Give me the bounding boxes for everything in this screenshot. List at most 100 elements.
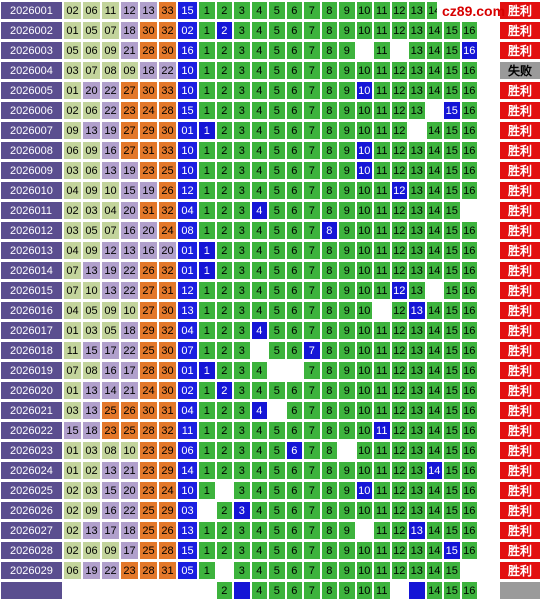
- drawn-number: 28: [139, 361, 158, 380]
- grid-number-cell: 3: [233, 181, 251, 200]
- drawn-number: 19: [139, 181, 158, 200]
- grid-empty-cell: [460, 561, 478, 580]
- grid-number-cell: 6: [285, 201, 303, 220]
- grid-number-cell: 14: [425, 301, 443, 320]
- drawn-number: 20: [120, 201, 139, 220]
- grid-number-cell: 8: [320, 381, 338, 400]
- drawn-number: 16: [101, 141, 120, 160]
- special-number: 10: [177, 481, 198, 500]
- grid-number-cell: 4: [250, 421, 268, 440]
- result-badge: 胜利: [499, 181, 541, 200]
- drawn-number: 09: [120, 61, 139, 80]
- grid-number-cell: 15: [443, 361, 461, 380]
- drawn-number: 16: [139, 241, 158, 260]
- grid-number-cell: 7: [303, 221, 321, 240]
- grid-number-cell: 14: [425, 241, 443, 260]
- grid-number-cell: 2: [215, 61, 233, 80]
- grid-number-cell: 8: [320, 101, 338, 120]
- grid-number-cell: 12: [390, 121, 408, 140]
- drawn-number: 29: [158, 461, 177, 480]
- grid-number-cell: 14: [425, 261, 443, 280]
- grid-hit-cell: 13: [408, 521, 426, 540]
- grid-number-cell: 11: [373, 41, 391, 60]
- grid-number-cell: 3: [233, 261, 251, 280]
- grid-number-cell: 9: [338, 401, 356, 420]
- grid-number-cell: 12: [390, 301, 408, 320]
- grid-number-cell: 14: [425, 441, 443, 460]
- grid-number-cell: 7: [303, 321, 321, 340]
- grid-number-cell: 6: [285, 421, 303, 440]
- grid-number-cell: 12: [390, 261, 408, 280]
- drawn-number: 12: [120, 1, 139, 20]
- grid-number-cell: 13: [408, 441, 426, 460]
- grid-number-cell: 7: [303, 261, 321, 280]
- grid-number-cell: 8: [320, 541, 338, 560]
- grid-number-cell: 13: [408, 201, 426, 220]
- drawn-number: 06: [82, 1, 101, 20]
- period-cell: 2026010: [0, 181, 63, 200]
- grid-number-cell: 12: [390, 561, 408, 580]
- grid-number-cell: 6: [285, 181, 303, 200]
- grid-number-cell: 6: [285, 81, 303, 100]
- grid-number-cell: 9: [338, 221, 356, 240]
- grid-number-cell: 2: [215, 1, 233, 20]
- grid-number-cell: 1: [198, 281, 216, 300]
- grid-number-cell: 14: [425, 361, 443, 380]
- grid-number-cell: 6: [285, 501, 303, 520]
- drawn-number: 14: [101, 381, 120, 400]
- grid-number-cell: 2: [215, 501, 233, 520]
- grid-number-cell: 5: [268, 261, 286, 280]
- drawn-number: 03: [82, 441, 101, 460]
- grid-number-cell: 7: [303, 401, 321, 420]
- grid-hit-cell: 10: [355, 161, 373, 180]
- drawn-number: 27: [139, 301, 158, 320]
- grid-number-cell: 3: [233, 81, 251, 100]
- grid-number-cell: 13: [408, 81, 426, 100]
- grid-number-cell: 8: [320, 361, 338, 380]
- grid-number-cell: 1: [198, 61, 216, 80]
- special-number: 04: [177, 401, 198, 420]
- grid-number-cell: 3: [233, 421, 251, 440]
- grid-number-cell: 1: [198, 541, 216, 560]
- drawn-number: 30: [139, 21, 158, 40]
- special-number: 12: [177, 281, 198, 300]
- grid-number-cell: 11: [373, 361, 391, 380]
- grid-number-cell: 8: [320, 581, 338, 600]
- grid-number-cell: 15: [443, 281, 461, 300]
- drawn-number: 26: [120, 401, 139, 420]
- result-badge: 胜利: [499, 561, 541, 580]
- drawn-number: 32: [158, 321, 177, 340]
- grid-number-cell: 7: [303, 141, 321, 160]
- drawn-number: 15: [63, 421, 82, 440]
- grid-number-cell: 5: [268, 561, 286, 580]
- drawn-number: 07: [63, 281, 82, 300]
- period-cell: 2026020: [0, 381, 63, 400]
- grid-number-cell: 1: [198, 1, 216, 20]
- drawn-number: 32: [158, 201, 177, 220]
- grid-number-cell: 14: [425, 181, 443, 200]
- drawn-number: 15: [101, 481, 120, 500]
- period-cell: 2026014: [0, 261, 63, 280]
- grid-number-cell: 6: [285, 461, 303, 480]
- grid-number-cell: 11: [373, 161, 391, 180]
- grid-number-cell: 4: [250, 461, 268, 480]
- drawn-number: 13: [139, 1, 158, 20]
- grid-number-cell: 6: [285, 121, 303, 140]
- grid-number-cell: 12: [390, 361, 408, 380]
- drawn-number: 22: [120, 501, 139, 520]
- grid-hit-cell: 11: [373, 421, 391, 440]
- drawn-number: 13: [101, 461, 120, 480]
- grid-number-cell: 4: [250, 521, 268, 540]
- grid-number-cell: 12: [390, 221, 408, 240]
- drawn-number: 04: [63, 301, 82, 320]
- period-cell: 2026013: [0, 241, 63, 260]
- grid-number-cell: 2: [215, 461, 233, 480]
- grid-empty-cell: [338, 441, 356, 460]
- grid-number-cell: 4: [250, 1, 268, 20]
- grid-number-cell: 4: [250, 441, 268, 460]
- grid-number-cell: 2: [215, 541, 233, 560]
- grid-number-cell: 14: [425, 581, 443, 600]
- grid-number-cell: 13: [408, 361, 426, 380]
- grid-hit-cell: 10: [355, 481, 373, 500]
- grid-number-cell: 4: [250, 361, 268, 380]
